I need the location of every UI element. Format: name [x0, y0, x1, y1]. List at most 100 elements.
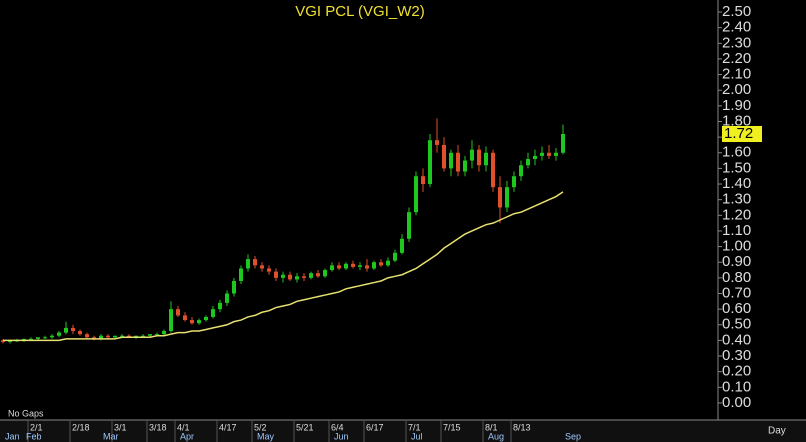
x-tick-label: 8/1 — [485, 422, 498, 432]
candle-body — [449, 152, 453, 169]
candle-body — [22, 338, 26, 341]
candle-body — [260, 265, 264, 269]
x-tick-label: 4/1 — [177, 422, 190, 432]
x-tick-label: 8/13 — [513, 422, 531, 432]
candle-body — [540, 152, 544, 156]
month-label: Mar — [103, 431, 119, 441]
x-tick-label: 7/1 — [408, 422, 421, 432]
y-tick-label: 0.50 — [722, 316, 751, 333]
candle-body — [547, 152, 551, 156]
x-tick-label: 4/17 — [219, 422, 237, 432]
candle-body — [379, 262, 383, 266]
candle-body — [239, 268, 243, 281]
y-tick-label: 0.80 — [722, 269, 751, 286]
date-strip — [0, 420, 806, 442]
x-tick-label: 3/1 — [114, 422, 127, 432]
x-tick-label: 6/4 — [331, 422, 344, 432]
candle-body — [512, 176, 516, 188]
candle-body — [491, 152, 495, 188]
candle-body — [393, 252, 397, 261]
candle-body — [463, 160, 467, 172]
x-tick-label: 7/15 — [443, 422, 461, 432]
candle-body — [225, 293, 229, 303]
candle-body — [372, 262, 376, 269]
candle-body — [330, 265, 334, 271]
candle-body — [253, 259, 257, 266]
candle-body — [477, 149, 481, 166]
candle-body — [442, 144, 446, 169]
month-label: Jan — [5, 431, 20, 441]
candle-body — [337, 265, 341, 269]
candle-body — [428, 140, 432, 185]
y-tick-label: 1.90 — [722, 97, 751, 114]
last-price: 1.72 — [724, 125, 753, 142]
candle-body — [519, 165, 523, 177]
candle-body — [435, 140, 439, 145]
candle-body — [421, 176, 425, 185]
y-tick-label: 0.70 — [722, 284, 751, 301]
y-tick-label: 0.90 — [722, 253, 751, 270]
candle-body — [232, 280, 236, 294]
candle-body — [183, 315, 187, 321]
candle-body — [281, 274, 285, 278]
last-price-box — [722, 125, 762, 142]
month-label: Jul — [411, 431, 423, 441]
y-tick-label: 0.20 — [722, 363, 751, 380]
candle-body — [302, 276, 306, 278]
candle-body — [57, 332, 61, 336]
moving-average — [3, 191, 564, 342]
candle-body — [365, 265, 369, 269]
candle-body — [127, 335, 131, 338]
candle-body — [414, 176, 418, 213]
candle-body — [134, 335, 138, 338]
month-label: Feb — [26, 431, 42, 441]
y-tick-label: 2.00 — [722, 81, 751, 98]
candle-body — [204, 316, 208, 321]
candle-body — [148, 334, 152, 336]
candle-body — [211, 309, 215, 317]
candle-body — [176, 309, 180, 316]
candle-body — [106, 335, 110, 338]
y-tick-label: 2.20 — [722, 50, 751, 67]
candle-body — [162, 331, 166, 335]
x-tick-label: 3/18 — [149, 422, 167, 432]
y-tick-label: 0.60 — [722, 300, 751, 317]
month-label: Apr — [180, 431, 194, 441]
candle-body — [554, 152, 558, 156]
candle-body — [50, 335, 54, 338]
y-tick-label: 0.10 — [722, 378, 751, 395]
candle-body — [218, 302, 222, 310]
candle-body — [267, 268, 271, 272]
month-label: May — [257, 431, 275, 441]
candle-body — [78, 331, 82, 335]
candle-body — [197, 320, 201, 324]
candle-body — [99, 335, 103, 339]
y-tick-label: 1.30 — [722, 191, 751, 208]
note: No Gaps — [8, 408, 44, 418]
x-tick-label: 6/17 — [366, 422, 384, 432]
y-tick-label: 0.40 — [722, 331, 751, 348]
candle-body — [309, 273, 313, 278]
candle-body — [288, 274, 292, 280]
candle-body — [351, 263, 355, 267]
y-tick-label: 1.80 — [722, 112, 751, 129]
candle-body — [141, 335, 145, 337]
candle-body — [29, 338, 33, 340]
y-tick-label: 1.00 — [722, 238, 751, 255]
y-tick-label: 1.60 — [722, 144, 751, 161]
candle-body — [246, 259, 250, 269]
y-tick-label: 2.10 — [722, 66, 751, 83]
candle-body — [456, 152, 460, 172]
y-tick-label: 1.40 — [722, 175, 751, 192]
candle-body — [526, 159, 530, 166]
candle-body — [386, 260, 390, 266]
x-tick-label: 2/1 — [30, 422, 43, 432]
candle-body — [43, 337, 47, 339]
candle-body — [274, 271, 278, 278]
candle-body — [505, 187, 509, 208]
candle-body — [400, 238, 404, 253]
candle-body — [533, 155, 537, 160]
candle-body — [316, 273, 320, 277]
